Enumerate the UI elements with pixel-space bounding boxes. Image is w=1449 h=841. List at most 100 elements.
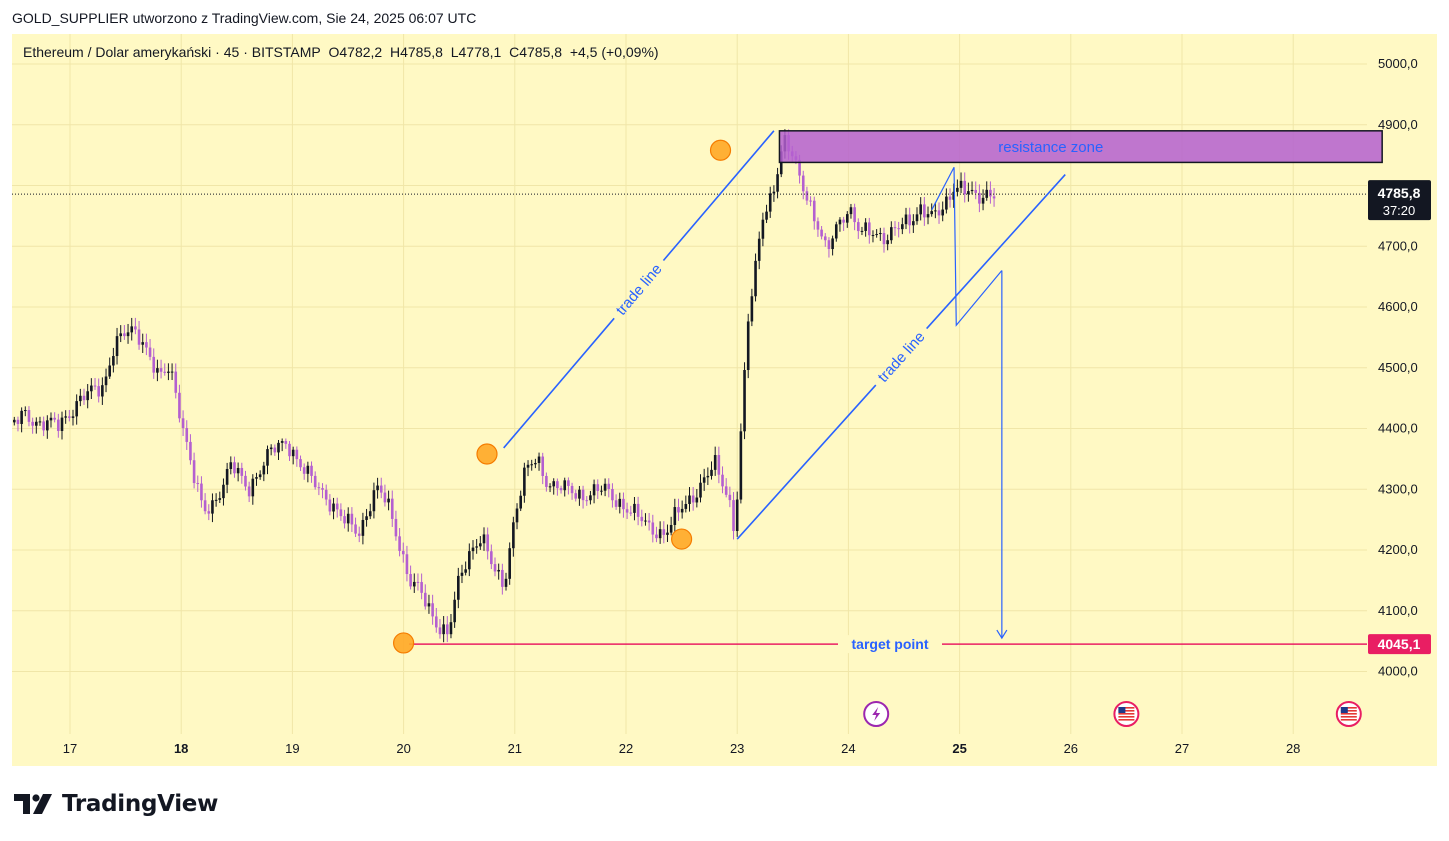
candle-body: [229, 462, 233, 469]
candle-body: [346, 513, 350, 524]
flag-stripe: [1118, 713, 1135, 715]
candle-body: [904, 214, 908, 225]
candle: [732, 492, 735, 540]
candle-body: [251, 478, 255, 497]
candle: [284, 438, 288, 449]
candle: [357, 526, 361, 543]
candle: [970, 181, 974, 195]
flag-stripe: [1340, 713, 1357, 715]
candle-body: [658, 529, 662, 539]
candle: [834, 221, 838, 242]
candle: [490, 544, 493, 570]
candle-body: [603, 483, 607, 491]
candle: [508, 542, 511, 585]
candle: [523, 462, 526, 503]
candle-body: [394, 518, 398, 537]
pivot-marker[interactable]: [393, 632, 415, 654]
x-tick-label: 18: [174, 741, 188, 756]
candle-body: [504, 578, 508, 587]
candle-body: [776, 174, 779, 192]
pivot-marker[interactable]: [476, 443, 498, 465]
candle: [251, 474, 255, 505]
candle-body: [735, 499, 739, 532]
candle: [112, 347, 115, 373]
candle-body: [438, 627, 442, 635]
pivot-marker[interactable]: [670, 528, 693, 550]
candle: [853, 203, 856, 231]
candle-body: [563, 480, 567, 491]
tradingview-footer[interactable]: TradingView: [14, 789, 218, 819]
candle: [545, 472, 548, 492]
x-tick-label: 20: [396, 741, 410, 756]
candle-body: [236, 467, 240, 474]
candle-body: [449, 622, 453, 635]
candle-body: [724, 486, 728, 495]
candle-body: [291, 449, 295, 457]
candle: [845, 211, 849, 228]
candle-body: [805, 191, 809, 201]
chart-area[interactable]: 5000,04900,04800,04700,04600,04500,04400…: [12, 34, 1437, 766]
x-tick-label: 25: [952, 741, 966, 756]
candle-body: [926, 214, 930, 218]
candle: [93, 378, 97, 390]
candle: [335, 497, 339, 518]
candle: [365, 508, 368, 527]
y-tick-label: 4000,0: [1378, 664, 1418, 679]
trade-line-2[interactable]: [926, 174, 1066, 330]
x-tick-label: 24: [841, 741, 855, 756]
candle: [442, 616, 445, 643]
candle: [956, 179, 959, 197]
candle: [937, 202, 941, 224]
x-tick-label: 23: [730, 741, 744, 756]
candle-body: [901, 224, 904, 230]
candle-body: [68, 416, 71, 418]
candle: [923, 196, 926, 226]
candle: [104, 368, 108, 393]
candle-body: [559, 488, 563, 491]
resistance-zone[interactable]: [778, 130, 1383, 164]
candle-body: [93, 385, 97, 387]
trade-line-1[interactable]: [662, 130, 775, 261]
zigzag-path[interactable]: [931, 166, 1003, 327]
candle-body: [618, 498, 622, 507]
candle-body: [757, 238, 761, 261]
candle-body: [431, 603, 434, 617]
candle: [871, 230, 875, 243]
legend-open: O4782,2: [328, 44, 383, 60]
candle: [501, 563, 504, 595]
candle: [170, 363, 174, 381]
candle: [600, 485, 603, 496]
candle: [236, 462, 240, 482]
trade-line-2[interactable]: [736, 384, 877, 540]
trade-line-1[interactable]: [503, 317, 615, 449]
candle: [666, 524, 669, 542]
candle: [897, 221, 900, 238]
candle-body: [405, 554, 409, 575]
candle-body: [420, 582, 423, 593]
candle-body: [868, 222, 871, 236]
pivot-marker[interactable]: [709, 139, 732, 161]
candle-body: [680, 508, 684, 513]
candle-body: [134, 326, 137, 330]
candle: [651, 514, 655, 543]
candle-body: [930, 211, 933, 215]
candle-body: [761, 219, 765, 239]
candle-body: [912, 221, 915, 226]
candle: [42, 416, 45, 437]
candle: [890, 221, 893, 244]
y-tick-label: 4100,0: [1378, 603, 1418, 618]
candle: [200, 476, 203, 508]
candle-body: [434, 616, 438, 628]
candle-body: [423, 592, 427, 607]
candle: [992, 187, 996, 207]
candle-body: [746, 321, 750, 370]
candle-body: [820, 229, 823, 237]
candle-body: [768, 193, 772, 212]
candle: [581, 485, 585, 509]
candle: [699, 474, 702, 503]
candle: [141, 333, 145, 353]
price-chart[interactable]: 5000,04900,04800,04700,04600,04500,04400…: [12, 34, 1437, 766]
candle: [941, 201, 944, 222]
candle: [864, 218, 867, 237]
candle-body: [31, 421, 34, 426]
